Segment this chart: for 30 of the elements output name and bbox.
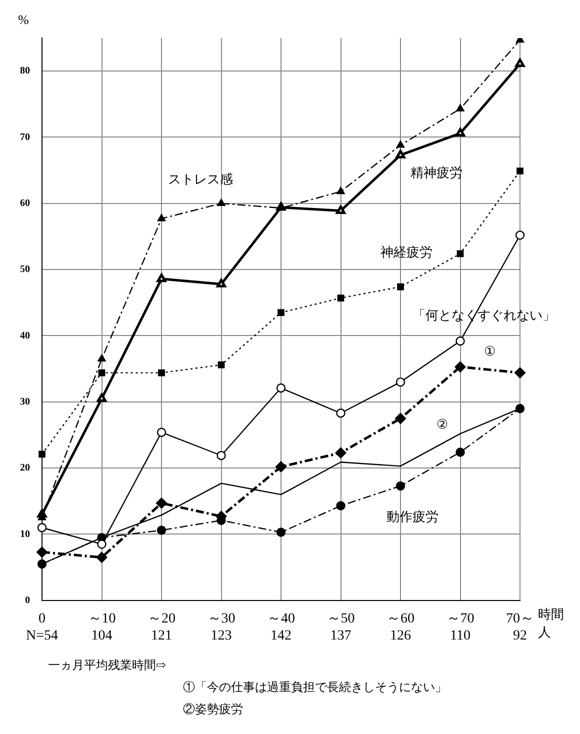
series-label: ① [484, 344, 496, 359]
series-label: ストレス感 [168, 172, 233, 187]
y-tick-label: 50 [20, 264, 30, 276]
y-tick-label: 20 [20, 462, 30, 474]
y-tick-label: 60 [20, 198, 30, 209]
y-tick-label: 40 [20, 330, 30, 342]
text: ①「今の仕事は過重負担で長続きしそうにない」 [183, 680, 447, 694]
y-tick-label: 0 [25, 594, 30, 606]
series-label: 精神疲労 [410, 165, 462, 180]
x-tick-label: ～50 137 [326, 611, 355, 644]
series-label: ② [436, 416, 448, 432]
x-tick-label: ～20 121 [148, 611, 176, 644]
x-tick-label: ～10 104 [88, 611, 116, 644]
y-axis-title: % [18, 12, 29, 27]
text: ②姿勢疲労 [183, 702, 243, 716]
x-tick-label: 70～ 92 [506, 611, 534, 644]
x-tick-label: 0 N=54 [26, 611, 58, 644]
x-tick-label: ～70 110 [446, 611, 474, 644]
text: 一ヵ月平均残業時間⇨ [48, 658, 166, 672]
y-tick-label: 80 [20, 66, 30, 77]
x-tick-label: ～30 123 [207, 611, 236, 644]
x-tick-label: ～40 142 [267, 611, 295, 644]
y-tick-label: 10 [20, 528, 30, 540]
x-axis-title: 時間 [538, 606, 564, 622]
series-label: 神経疲労 [380, 244, 432, 260]
x-tick-label: ～60 126 [386, 611, 414, 644]
y-tick-label: 30 [20, 396, 30, 408]
series-label: 動作疲労 [386, 509, 438, 524]
text: 人 [538, 624, 551, 640]
y-tick-label: 70 [20, 132, 30, 143]
